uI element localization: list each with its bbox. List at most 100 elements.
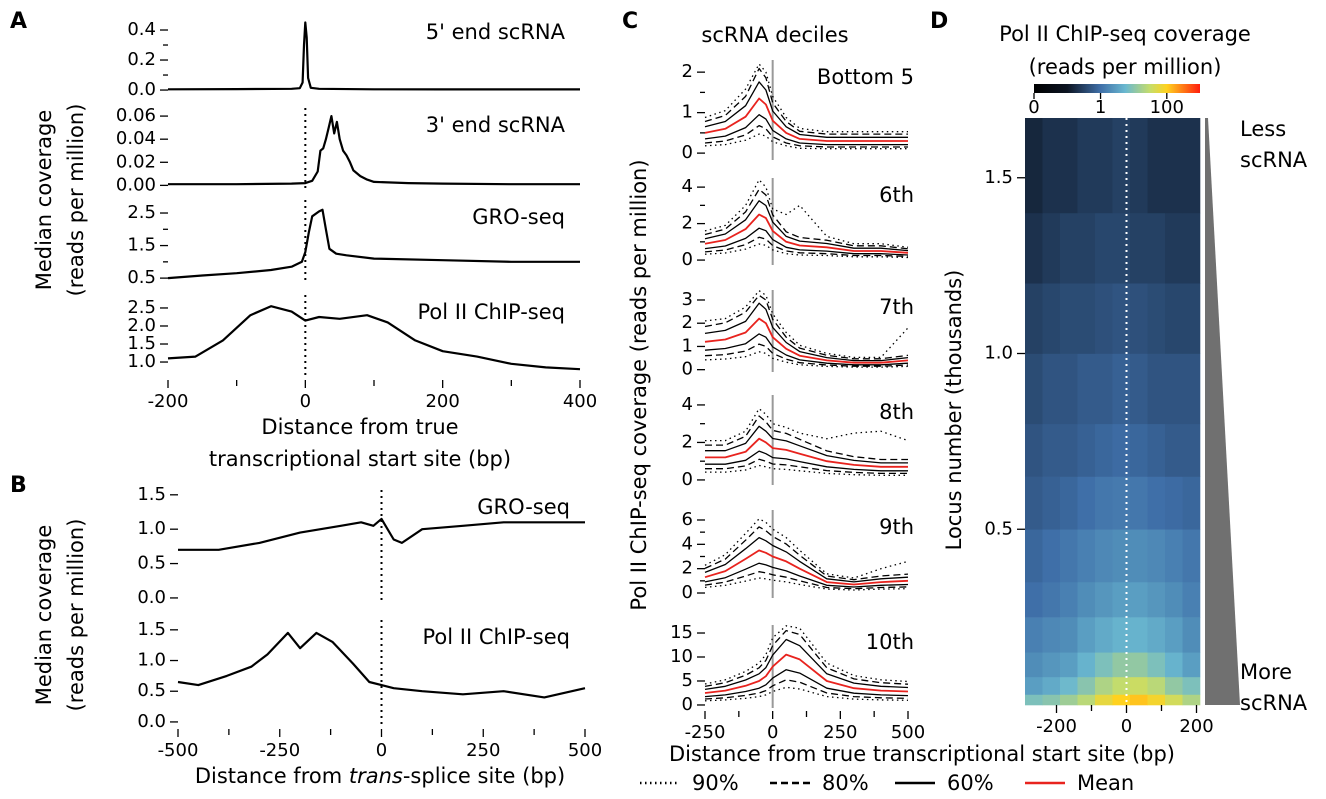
heatmap-cell <box>1077 694 1096 706</box>
legend-label: 80% <box>822 771 869 795</box>
y-axis-label: (reads per million) <box>64 519 88 712</box>
heatmap-cell <box>1112 118 1131 214</box>
heatmap-cell <box>1095 118 1113 214</box>
x-tick-label: 0 <box>376 740 387 761</box>
heatmap-cell <box>1130 423 1148 477</box>
coverage-line <box>168 115 580 186</box>
band-line <box>704 179 909 248</box>
y-axis-label: Median coverage <box>32 525 56 706</box>
heatmap-cell <box>1182 581 1201 618</box>
heatmap-cell <box>1025 283 1043 354</box>
heatmap-cell <box>1042 423 1061 477</box>
heatmap-cell <box>1112 476 1131 530</box>
band-line <box>704 343 909 367</box>
heatmap-cell <box>1060 118 1078 214</box>
y-tick-label: 0.0 <box>137 711 166 732</box>
x-tick-label: -200 <box>148 391 189 412</box>
band-line <box>705 458 908 475</box>
x-axis-label: Distance from true <box>261 415 458 439</box>
subplot-label: Bottom 5 <box>817 65 914 89</box>
heatmap-cell <box>1165 423 1183 477</box>
y-axis-label: Locus number (thousands) <box>942 270 966 551</box>
heatmap-cell <box>1095 529 1113 583</box>
band-line <box>704 686 909 702</box>
band-line <box>704 333 909 366</box>
y-tick-label: 0 <box>682 142 693 163</box>
heatmap-cell <box>1042 617 1061 653</box>
heatmap-cell <box>1025 476 1043 530</box>
band-line <box>704 81 908 138</box>
heatmap-cell <box>1112 652 1131 678</box>
heatmap-cell <box>1042 676 1061 695</box>
heatmap-cell <box>1147 212 1166 284</box>
colorbar-tick-label: 0 <box>1028 97 1039 118</box>
band-line <box>704 188 909 250</box>
y-tick-label: 0.0 <box>137 587 166 608</box>
heatmap-cell <box>1112 617 1131 653</box>
heatmap-cell <box>1060 353 1078 425</box>
band-line <box>704 63 908 133</box>
heatmap-cell <box>1060 676 1078 695</box>
band-line <box>704 124 908 148</box>
y-tick-label: 2 <box>682 61 693 82</box>
y-axis-label: (reads per million) <box>64 104 88 297</box>
heatmap-cell <box>1042 353 1061 425</box>
heatmap-cell <box>1025 423 1043 477</box>
y-tick-label: 0 <box>682 359 693 380</box>
heatmap-cell <box>1147 581 1166 618</box>
y-tick-label: 4 <box>682 394 693 415</box>
y-tick-label: 2 <box>682 431 693 452</box>
y-tick-label: 0 <box>682 582 693 603</box>
heatmap-cell <box>1147 676 1166 695</box>
heatmap-cell <box>1147 118 1166 214</box>
heatmap-cell <box>1112 283 1131 354</box>
heatmap-cell <box>1165 283 1183 354</box>
y-tick-label: 1.0 <box>984 343 1013 364</box>
heatmap-cell <box>1095 423 1113 477</box>
heatmap-cell <box>1182 212 1201 284</box>
x-tick-label: 0 <box>300 391 311 412</box>
band-line <box>704 227 909 256</box>
heatmap-cell <box>1112 212 1131 284</box>
band-line <box>704 67 908 135</box>
y-tick-label: 1.5 <box>137 619 166 640</box>
x-tick-label: -200 <box>1036 716 1077 737</box>
heatmap-cell <box>1147 652 1166 678</box>
x-axis-label: Distance from true transcriptional start… <box>669 742 1175 766</box>
heatmap-cell <box>1130 529 1148 583</box>
y-axis-label: Median coverage <box>32 110 56 291</box>
heatmap-cell <box>1165 529 1183 583</box>
heatmap-cell <box>1147 423 1166 477</box>
x-tick-label: 0 <box>767 722 778 743</box>
heatmap-cell <box>1025 652 1043 678</box>
x-tick-label: 250 <box>466 740 500 761</box>
y-tick-label: 1.5 <box>127 235 156 256</box>
y-tick-label: 10 <box>670 646 693 667</box>
heatmap-cell <box>1077 118 1096 214</box>
band-line <box>704 114 908 146</box>
x-tick-label: 200 <box>1179 716 1213 737</box>
x-tick-label: 500 <box>891 722 925 743</box>
heatmap-cell <box>1077 652 1096 678</box>
y-tick-label: 0 <box>682 469 693 490</box>
heatmap-cell <box>1147 694 1166 706</box>
heatmap-cell <box>1130 353 1148 425</box>
chart-title: scRNA deciles <box>701 23 848 47</box>
heatmap-cell <box>1130 581 1148 618</box>
heatmap-cell <box>1060 694 1078 706</box>
x-tick-label: 250 <box>823 722 857 743</box>
y-tick-label: 1 <box>682 102 693 123</box>
heatmap-cell <box>1182 353 1201 425</box>
heatmap-cell <box>1042 581 1061 618</box>
x-axis-label-part: Distance from <box>195 764 349 788</box>
heatmap-cell <box>1077 529 1096 583</box>
band-line <box>704 562 909 588</box>
heatmap-cell <box>1182 118 1201 214</box>
heatmap-cell <box>1182 676 1201 695</box>
heatmap-cell <box>1130 283 1148 354</box>
colorbar-tick-label: 1 <box>1095 97 1106 118</box>
y-tick-label: 1.0 <box>137 650 166 671</box>
heatmap-cell <box>1165 476 1183 530</box>
annotation: More <box>1240 660 1292 684</box>
x-tick-label: 200 <box>425 391 459 412</box>
